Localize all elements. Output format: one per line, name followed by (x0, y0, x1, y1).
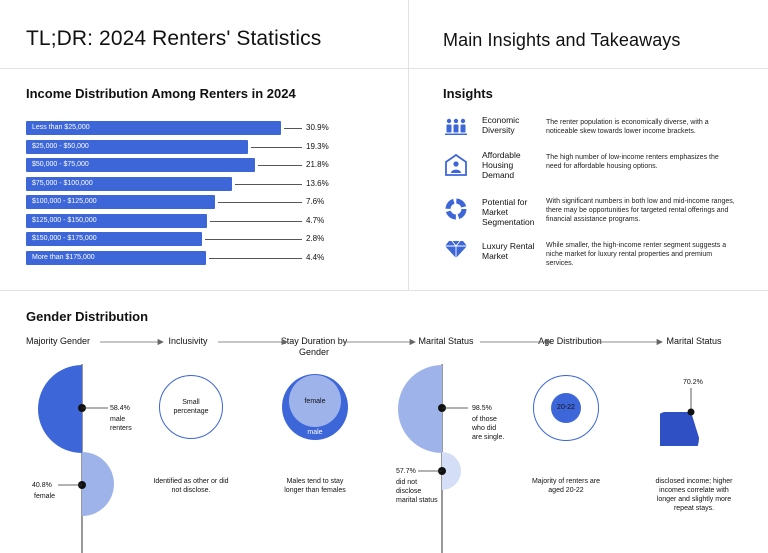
header-divider (0, 68, 768, 69)
insight-title-luxury: Luxury Rental Market (482, 241, 535, 261)
insight-desc-segmentation: With significant numbers in both low and… (546, 198, 735, 223)
gender-title: Gender Distribution (26, 309, 149, 324)
pie-caption: disclosed income; higher incomes correla… (655, 478, 733, 512)
col-majority-gender: Majority Gender (26, 336, 91, 346)
insight-desc-housing: The high number of low-income renters em… (546, 154, 719, 170)
income-bar-label: $125,000 - $150,000 (32, 216, 97, 224)
income-bar (26, 176, 233, 191)
stay-female-label: female (304, 398, 326, 405)
insight-desc-economic: The renter population is economically di… (546, 119, 709, 135)
income-bar-label: $50,000 - $75,000 (32, 161, 89, 168)
income-bar (26, 139, 249, 154)
income-bar-label: $75,000 - $100,000 (32, 179, 93, 187)
female-pct: 40.8% (32, 482, 52, 489)
marital-status-graphic (398, 364, 468, 553)
single-pct: 98.5% (472, 405, 492, 412)
income-bar (26, 250, 207, 265)
income-bar-label: $100,000 - $125,000 (32, 198, 97, 205)
col-marital-status: Marital Status (418, 336, 474, 346)
income-bar-value: 30.9% (306, 123, 329, 132)
income-bar-value: 2.8% (306, 234, 325, 243)
age-inner-circle (551, 393, 581, 423)
female-half-circle (82, 452, 114, 516)
page-title: TL;DR: 2024 Renters' Statistics (26, 27, 322, 50)
income-bar (26, 121, 281, 135)
income-leader-line (204, 239, 302, 240)
income-bar-label: More than $175,000 (32, 253, 95, 261)
col-age-distribution: Age Distribution (538, 336, 602, 346)
income-bar-value: 4.7% (306, 215, 325, 225)
male-pct: 58.4% (110, 405, 130, 412)
undisclosed-half-circle (442, 452, 461, 490)
insight-title-economic: Economic Diversity (482, 115, 520, 135)
insights-page-title: Main Insights and Takeaways (443, 30, 681, 50)
age-outer-circle (533, 375, 599, 441)
undisclosed-label: did not disclose marital status (396, 479, 438, 504)
income-leader-line (210, 220, 302, 222)
income-chart-title: Income Distribution Among Renters in 202… (26, 86, 296, 101)
col-inclusivity: Inclusivity (168, 336, 208, 346)
stay-caption: Males tend to stay longer than females (284, 478, 346, 494)
income-leader-line (218, 202, 302, 203)
stay-male-label: male (307, 429, 323, 436)
house-person-icon (445, 153, 467, 176)
income-bar-value: 7.6% (306, 197, 325, 206)
insight-title-housing: Affordable Housing Demand (482, 150, 521, 180)
income-bar-value: 4.4% (306, 252, 325, 262)
stay-duration-graphic (282, 374, 348, 440)
segment-ring-icon (445, 198, 467, 220)
inclusivity-circle-text: Small percentage (173, 399, 209, 415)
income-leader-line (284, 128, 302, 129)
inclusivity-caption: Identified as other or did not disclose. (153, 478, 229, 494)
inclusivity-circle (159, 375, 223, 439)
income-bar-label: Less than $25,000 (32, 124, 90, 131)
insight-title-segmentation: Potential for Market Segmentation (482, 197, 535, 227)
income-bar-value: 21.8% (306, 160, 329, 169)
income-bar-label: $25,000 - $50,000 (32, 142, 89, 150)
income-bar (26, 213, 208, 228)
income-bar-label: $150,000 - $175,000 (32, 235, 97, 242)
income-bar-chart: Less than $25,000 30.9% $25,000 - $50,000 1… (0, 0, 408, 290)
header-arrows (100, 338, 663, 346)
income-bar (26, 232, 202, 246)
income-leader-line (258, 165, 302, 166)
majority-gender-graphic (38, 364, 114, 553)
pie-slice (660, 412, 700, 446)
age-circle-text: 20-22 (557, 404, 575, 411)
income-leader-line (251, 146, 302, 148)
pie-pct-label: 70.2% (683, 379, 703, 386)
single-half-circle (398, 365, 442, 453)
income-bar (26, 158, 256, 172)
male-label: male renters (110, 416, 132, 432)
insight-desc-luxury: While smaller, the high-income renter se… (546, 242, 727, 267)
col-stay-duration: Stay Duration by Gender (280, 336, 348, 357)
undisclosed-pct: 57.7% (396, 468, 416, 475)
diamond-icon (445, 240, 467, 258)
vertical-divider (408, 0, 409, 290)
income-bar-value: 13.6% (306, 178, 329, 188)
income-disclosed-pie (660, 388, 700, 446)
group-icon (445, 118, 467, 135)
income-bar-value: 19.3% (306, 141, 329, 151)
col-marital-status-2: Marital Status (666, 336, 722, 346)
income-bar (26, 195, 216, 209)
section-divider (0, 290, 768, 291)
income-leader-line (209, 257, 302, 259)
age-caption: Majority of renters are aged 20-22 (531, 478, 601, 494)
income-leader-line (235, 183, 302, 185)
single-label: of those who did are single. (472, 416, 505, 441)
male-half-circle (38, 365, 82, 453)
female-label: female (34, 493, 56, 500)
insights-title: Insights (443, 86, 493, 101)
